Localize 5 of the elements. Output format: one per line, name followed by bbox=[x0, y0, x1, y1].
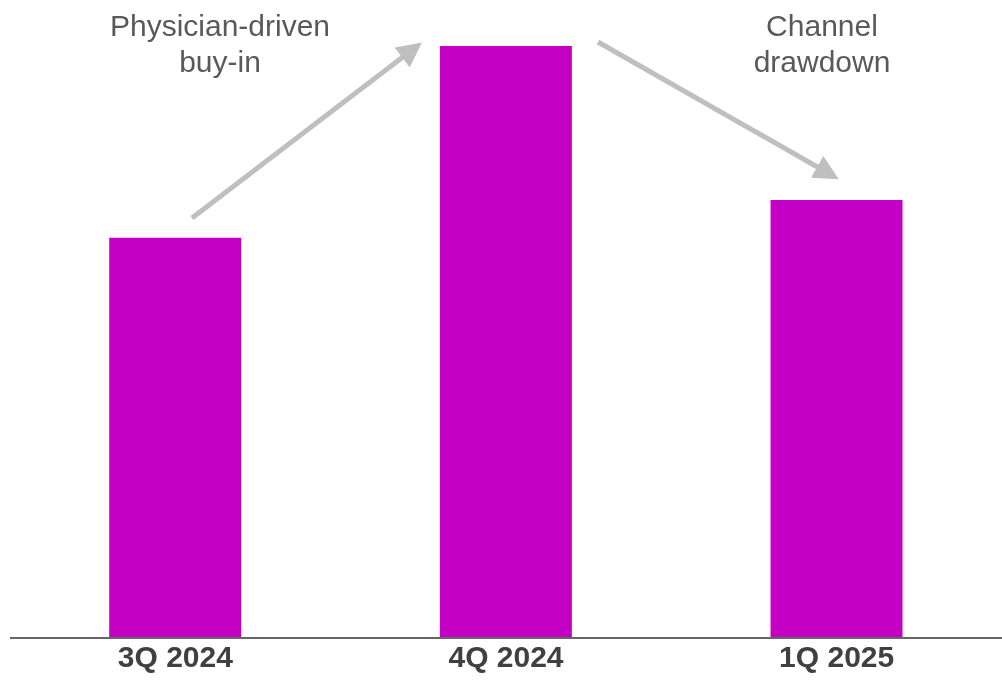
annotation: Physician-driven buy-in bbox=[108, 8, 332, 80]
x-tick-label: 1Q 2025 bbox=[779, 640, 895, 674]
annotation: Channel drawdown bbox=[752, 8, 892, 80]
x-tick-label: 3Q 2024 bbox=[117, 640, 234, 674]
x-tick-label: 4Q 2024 bbox=[448, 640, 564, 674]
